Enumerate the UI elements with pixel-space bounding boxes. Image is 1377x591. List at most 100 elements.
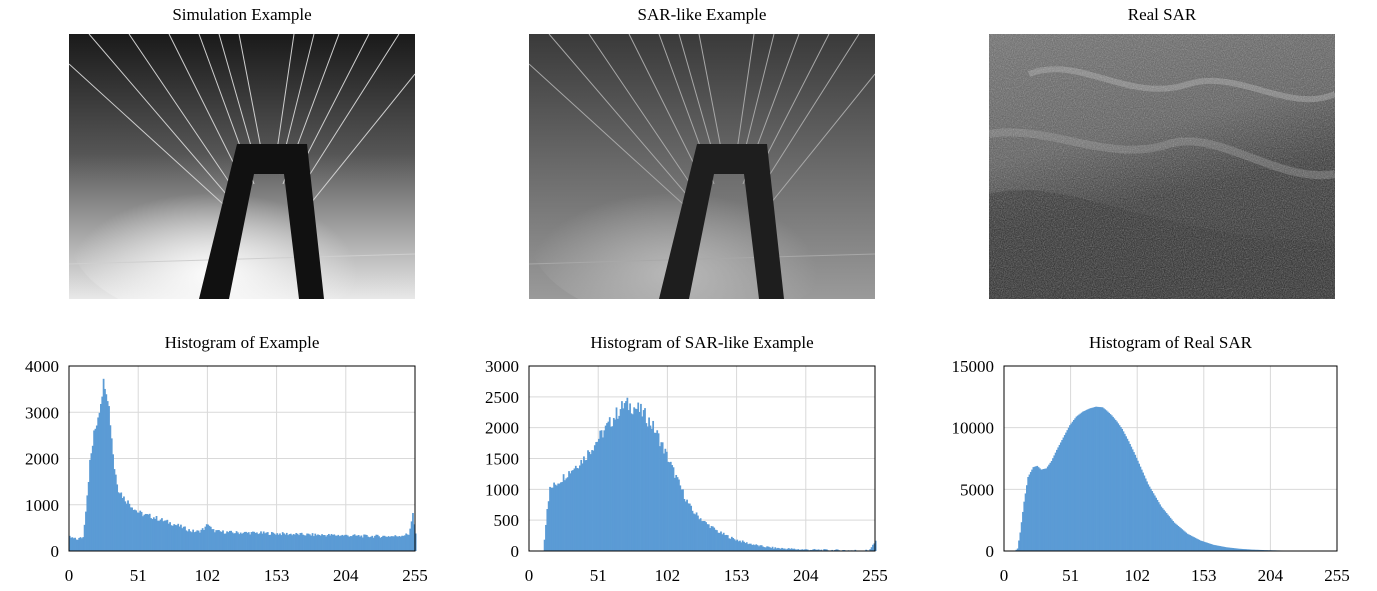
histogram-bar <box>113 469 116 551</box>
histogram-sar-like: Histogram of SAR-like Example 0 500 1000 150… <box>485 333 888 585</box>
x-tick-label: 204 <box>1258 566 1284 585</box>
y-tick-label: 10000 <box>952 419 995 438</box>
histogram-bar <box>79 537 82 551</box>
histogram-bar <box>665 451 668 551</box>
histogram-bar <box>226 531 228 551</box>
histogram-bar <box>736 539 739 551</box>
histogram-bar <box>147 514 150 551</box>
histogram-bar <box>110 438 113 551</box>
histogram-bar <box>135 510 138 551</box>
histogram-bar <box>1228 547 1231 551</box>
histogram-bar <box>234 533 237 551</box>
histogram-bar <box>1220 546 1223 551</box>
histogram-bar <box>1254 549 1257 551</box>
histogram-bar <box>1186 533 1189 551</box>
histogram-bar <box>208 525 211 551</box>
histogram-bar <box>401 535 403 551</box>
histogram-bar <box>85 511 87 551</box>
histogram-bar <box>645 423 648 551</box>
histogram-bar <box>162 521 165 551</box>
histogram-bar <box>1244 549 1246 551</box>
histogram-bar <box>1048 464 1050 551</box>
histogram-bar <box>352 534 355 551</box>
histogram-bar <box>308 534 311 551</box>
histogram-bar <box>789 549 792 551</box>
histogram-bar <box>766 546 769 551</box>
histogram-bar <box>592 450 595 551</box>
histogram-bar <box>269 534 272 551</box>
histogram-bar <box>292 534 295 551</box>
y-tick-label: 0 <box>986 542 995 561</box>
histogram-bar <box>138 512 140 551</box>
histogram-bar <box>771 546 774 551</box>
histogram-bar <box>612 417 615 551</box>
histogram-bar <box>820 549 823 551</box>
x-tick-label: 102 <box>195 566 221 585</box>
histogram-bar <box>124 501 127 551</box>
histogram-bar <box>391 536 394 551</box>
histogram-bar <box>1091 407 1093 551</box>
histogram-bar <box>1232 548 1235 551</box>
histogram-bar <box>664 448 667 551</box>
histogram-bar <box>678 479 680 551</box>
histogram-bar <box>93 430 95 551</box>
histogram-bar <box>288 534 291 551</box>
histogram-bar <box>196 530 199 551</box>
histogram-bar <box>584 460 587 551</box>
histogram-bar <box>121 497 124 551</box>
histogram-bar <box>836 549 839 551</box>
histogram-bar <box>557 483 560 551</box>
histogram-bar <box>1199 540 1202 551</box>
histogram-bar <box>794 549 797 551</box>
histogram-bar <box>318 534 321 551</box>
histogram-bar <box>379 537 382 551</box>
histogram-bar <box>246 532 249 551</box>
histogram-bar <box>1250 549 1253 551</box>
histogram-bar <box>1110 415 1113 551</box>
histogram-bar <box>702 521 705 551</box>
histogram-bar <box>825 549 828 551</box>
histogram-bar <box>646 426 649 551</box>
histogram-bar <box>570 470 573 551</box>
histogram-bar <box>398 536 401 551</box>
histogram-bar <box>543 539 546 551</box>
histogram-bar <box>1084 410 1087 551</box>
histogram-bar <box>402 535 405 551</box>
histogram-bar <box>329 535 332 551</box>
histogram-bar <box>618 415 621 551</box>
histogram-bar <box>321 534 323 551</box>
histogram-bar <box>812 549 815 551</box>
histogram-bar <box>1037 467 1040 551</box>
histogram-bar <box>627 410 630 551</box>
histogram-bar <box>602 437 604 551</box>
histogram-bar <box>1147 484 1150 551</box>
histogram-bar <box>1120 427 1122 551</box>
histogram-bar <box>188 529 190 551</box>
histogram-bar <box>237 532 239 551</box>
plot-frame <box>528 365 876 552</box>
histogram-bar <box>1229 547 1232 551</box>
histogram-bar <box>173 524 176 551</box>
histogram-bar <box>1088 408 1091 551</box>
histogram-bar <box>619 409 622 551</box>
histogram-bar <box>140 511 143 551</box>
histogram-bar <box>872 544 874 551</box>
histogram-bar <box>365 535 368 551</box>
histogram-bar <box>1180 528 1182 551</box>
x-tick-label: 51 <box>130 566 147 585</box>
histogram-bar <box>800 549 802 551</box>
histogram-bar <box>1223 546 1225 551</box>
histogram-bar <box>185 530 188 551</box>
x-tick-label: 204 <box>793 566 819 585</box>
histogram-bar <box>703 520 706 551</box>
histogram-bar <box>671 465 674 551</box>
histogram-bar <box>1116 421 1118 551</box>
histogram-bar <box>154 518 157 551</box>
histogram-bar <box>1221 546 1224 551</box>
histogram-bar <box>1172 521 1174 551</box>
histogram-bar <box>831 549 834 551</box>
histogram-bar <box>1092 407 1095 551</box>
histogram-bar <box>184 526 186 551</box>
histogram-bar <box>1104 409 1107 551</box>
histogram-bar <box>1181 529 1184 551</box>
